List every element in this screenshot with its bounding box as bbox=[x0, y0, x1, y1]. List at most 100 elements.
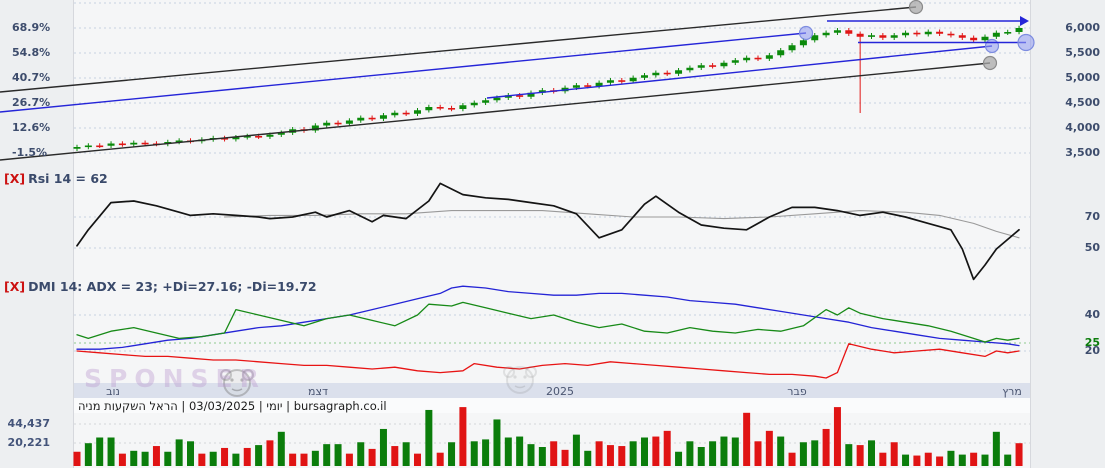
candle-up bbox=[493, 97, 501, 101]
volume-bar bbox=[788, 452, 796, 466]
volume-bar bbox=[221, 447, 229, 466]
candle-up bbox=[323, 122, 331, 126]
volume-bar bbox=[1004, 454, 1012, 466]
candle-up bbox=[73, 147, 81, 149]
candle-down bbox=[334, 122, 342, 125]
candle-up bbox=[868, 35, 875, 37]
volume-bar bbox=[924, 452, 932, 466]
volume-bar bbox=[913, 455, 921, 466]
watermark-monkey-icon bbox=[220, 366, 537, 397]
candle-down bbox=[754, 57, 762, 60]
dmi-level-label: 20 bbox=[1084, 344, 1100, 357]
rsi-panel-title: [X] Rsi 14 = 62 bbox=[4, 171, 108, 186]
candle-up bbox=[345, 120, 353, 124]
drag-handle[interactable] bbox=[984, 38, 1000, 54]
candle-up bbox=[572, 85, 580, 88]
candle-up bbox=[1004, 32, 1012, 34]
volume-bar bbox=[209, 451, 217, 466]
candle-up bbox=[130, 142, 138, 145]
volume-bar bbox=[538, 447, 546, 466]
candle-up bbox=[811, 35, 819, 41]
candle-up bbox=[675, 70, 683, 74]
candle-up bbox=[606, 80, 614, 83]
volume-bar bbox=[289, 453, 297, 466]
drag-handle[interactable] bbox=[908, 0, 924, 15]
volume-bar bbox=[686, 441, 694, 466]
volume-bar bbox=[868, 440, 875, 466]
status-text: יומי | 03/03/2025 | הראל השקעות מניה | b… bbox=[78, 399, 387, 413]
volume-bar bbox=[232, 453, 240, 466]
candle-up bbox=[379, 115, 387, 119]
volume-bar bbox=[345, 453, 353, 466]
volume-bar bbox=[902, 454, 910, 466]
volume-bar bbox=[970, 452, 978, 466]
volume-bar bbox=[743, 412, 751, 466]
candle-up bbox=[641, 75, 648, 78]
volume-bar bbox=[720, 436, 728, 466]
candle-down bbox=[141, 142, 149, 145]
drag-handle[interactable] bbox=[1017, 33, 1035, 52]
candle-up bbox=[765, 55, 773, 59]
rsi-close-button[interactable]: [X] bbox=[4, 171, 26, 186]
volume-bar bbox=[96, 437, 104, 466]
percent-axis-label: 26.7% bbox=[12, 96, 51, 109]
volume-bar bbox=[198, 453, 206, 466]
adx-line bbox=[76, 285, 1020, 350]
right-plot-border bbox=[1030, 0, 1031, 468]
volume-bar bbox=[323, 444, 331, 466]
volume-axis-label: 44,437 bbox=[7, 417, 50, 430]
drag-handle[interactable] bbox=[982, 55, 998, 71]
volume-bar bbox=[470, 441, 478, 466]
volume-bar bbox=[504, 437, 512, 466]
plot-background bbox=[73, 0, 1030, 383]
volume-bar bbox=[675, 451, 683, 466]
volume-bar bbox=[402, 442, 410, 466]
candle-down bbox=[913, 32, 921, 35]
volume-bar bbox=[731, 437, 739, 466]
candle-up bbox=[743, 57, 751, 61]
candle-up bbox=[652, 72, 660, 76]
candle-up bbox=[482, 100, 490, 103]
volume-bar bbox=[164, 451, 172, 466]
candle-down bbox=[958, 35, 966, 38]
candle-up bbox=[992, 32, 1000, 37]
volume-bar bbox=[709, 441, 717, 466]
volume-bar bbox=[141, 451, 149, 466]
price-axis-label: 4,000 bbox=[1065, 121, 1100, 134]
volume-bar bbox=[811, 440, 819, 466]
rsi-signal-line bbox=[223, 210, 1020, 239]
volume-bar bbox=[391, 446, 399, 466]
left-plot-border bbox=[73, 0, 74, 468]
volume-bar bbox=[379, 428, 387, 466]
drag-handle[interactable] bbox=[798, 25, 814, 41]
month-label: 2025 bbox=[546, 385, 574, 398]
percent-axis-label: 12.6% bbox=[12, 121, 51, 134]
rsi-level-label: 70 bbox=[1084, 210, 1100, 223]
drawing-objects[interactable] bbox=[0, 0, 1035, 161]
volume-bar bbox=[606, 445, 614, 466]
dmi-close-button[interactable]: [X] bbox=[4, 279, 26, 294]
candle-down bbox=[947, 33, 955, 36]
candle-up bbox=[686, 67, 694, 71]
volume-bar bbox=[448, 442, 456, 466]
volume-bars bbox=[73, 407, 1023, 466]
candle-down bbox=[436, 107, 444, 109]
volume-bar bbox=[311, 450, 319, 466]
percent-axis-label: -1.5% bbox=[12, 146, 48, 159]
percent-axis-label: 54.8% bbox=[12, 46, 51, 59]
rsi-level-label: 50 bbox=[1084, 241, 1100, 254]
dmi-title-text: DMI 14: ADX = 23; +Di=27.16; -Di=19.72 bbox=[28, 279, 317, 294]
arrow-head bbox=[1020, 16, 1029, 26]
minus-di-line bbox=[76, 343, 1020, 379]
candle-up bbox=[833, 30, 841, 33]
volume-bar bbox=[890, 442, 898, 466]
candle-up bbox=[277, 132, 285, 135]
candle-down bbox=[936, 31, 944, 34]
candle-down bbox=[970, 37, 978, 41]
candle-up bbox=[902, 32, 910, 36]
volume-bar bbox=[130, 450, 138, 466]
candle-down bbox=[845, 30, 853, 34]
volume-bar bbox=[243, 447, 251, 466]
volume-bar bbox=[777, 436, 785, 466]
